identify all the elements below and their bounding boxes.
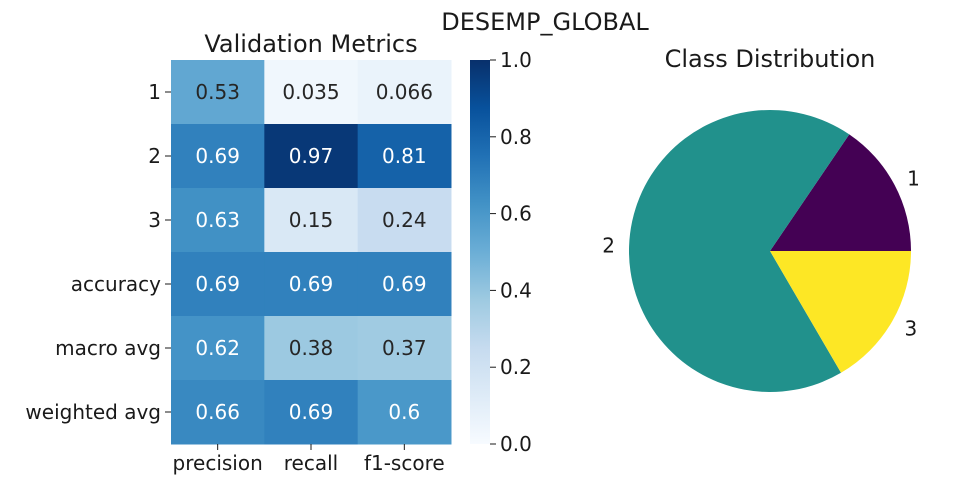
heatmap-cell-label: 0.69 xyxy=(289,400,334,424)
pie-slice xyxy=(770,251,911,373)
pie-slice xyxy=(628,109,850,392)
heatmap-cell xyxy=(264,60,359,125)
heatmap-cell-label: 0.81 xyxy=(382,144,427,168)
pie-label: 1 xyxy=(907,166,920,190)
heatmap-column-labels: precision recall f1-score xyxy=(173,444,445,475)
heatmap-cell xyxy=(171,252,265,317)
heatmap-cell-label: 0.035 xyxy=(282,80,339,104)
colorbar-tick-label: 0.6 xyxy=(500,202,532,226)
heatmap-cells: 0.53 0.035 0.066 0.69 0.97 0.81 0.63 0.15 0.24 0.… xyxy=(171,60,452,445)
colorbar-tick-label: 0.8 xyxy=(500,125,532,149)
validation-metrics-heatmap: Validation Metrics 0.53 0.035 0.066 0.69 0.9… xyxy=(25,30,452,475)
heatmap-column-label: f1-score xyxy=(364,451,445,475)
heatmap-cell xyxy=(171,316,265,381)
heatmap-title: Validation Metrics xyxy=(204,30,417,58)
heatmap-cell-label: 0.38 xyxy=(289,336,334,360)
heatmap-row-label: macro avg xyxy=(55,336,161,360)
heatmap-cell xyxy=(357,60,452,125)
heatmap-cell-label: 0.24 xyxy=(382,208,427,232)
colorbar-ticks: 0.0 0.2 0.4 0.6 0.8 1.0 xyxy=(490,48,532,456)
heatmap-cell xyxy=(264,188,359,253)
colorbar-gradient xyxy=(470,60,490,444)
heatmap-row-label: accuracy xyxy=(71,272,161,296)
heatmap-cell-label: 0.69 xyxy=(382,272,427,296)
heatmap-cell-label: 0.62 xyxy=(195,336,240,360)
heatmap-cell xyxy=(171,380,265,445)
heatmap-cell-label: 0.63 xyxy=(195,208,240,232)
colorbar: 0.0 0.2 0.4 0.6 0.8 1.0 xyxy=(470,48,532,456)
heatmap-row-label: 3 xyxy=(148,208,161,232)
pie-label: 2 xyxy=(602,234,615,258)
heatmap-row-label: weighted avg xyxy=(25,400,161,424)
heatmap-cell-label: 0.69 xyxy=(289,272,334,296)
colorbar-tick-label: 0.4 xyxy=(500,278,532,302)
figure-suptitle: DESEMP_GLOBAL xyxy=(441,8,649,36)
pie-labels: 1 2 3 xyxy=(602,166,920,340)
heatmap-cell xyxy=(264,316,359,381)
heatmap-cell-label: 0.6 xyxy=(388,400,420,424)
heatmap-row-labels: 1 2 3 accuracy macro avg weighted avg xyxy=(25,80,171,424)
heatmap-cell-label: 0.37 xyxy=(382,336,427,360)
colorbar-tick-label: 0.2 xyxy=(500,355,532,379)
heatmap-cell xyxy=(357,124,452,189)
colorbar-tick-label: 0.0 xyxy=(500,432,532,456)
heatmap-cell xyxy=(357,188,452,253)
heatmap-cell xyxy=(357,380,452,445)
heatmap-cell-label: 0.15 xyxy=(289,208,334,232)
heatmap-cell xyxy=(264,124,359,189)
heatmap-cell xyxy=(171,60,265,125)
heatmap-row-label: 1 xyxy=(148,80,161,104)
colorbar-tick-label: 1.0 xyxy=(500,48,532,72)
heatmap-cell-label: 0.66 xyxy=(195,400,240,424)
heatmap-cell xyxy=(357,252,452,317)
heatmap-cell xyxy=(264,252,359,317)
pie-label: 3 xyxy=(905,316,918,340)
heatmap-cell xyxy=(357,316,452,381)
pie-slice xyxy=(770,134,911,251)
heatmap-cell xyxy=(264,380,359,445)
heatmap-cell-label: 0.69 xyxy=(195,272,240,296)
heatmap-cell-label: 0.066 xyxy=(376,80,433,104)
heatmap-cell-label: 0.53 xyxy=(195,80,240,104)
heatmap-cell xyxy=(171,124,265,189)
heatmap-cell-label: 0.69 xyxy=(195,144,240,168)
heatmap-cell xyxy=(171,188,265,253)
class-distribution-pie: Class Distribution 1 2 3 xyxy=(602,45,920,392)
heatmap-column-label: precision xyxy=(173,451,263,475)
heatmap-cell-label: 0.97 xyxy=(289,144,334,168)
heatmap-column-label: recall xyxy=(284,451,338,475)
pie-slices xyxy=(628,109,911,392)
pie-title: Class Distribution xyxy=(665,45,876,73)
heatmap-row-label: 2 xyxy=(148,144,161,168)
